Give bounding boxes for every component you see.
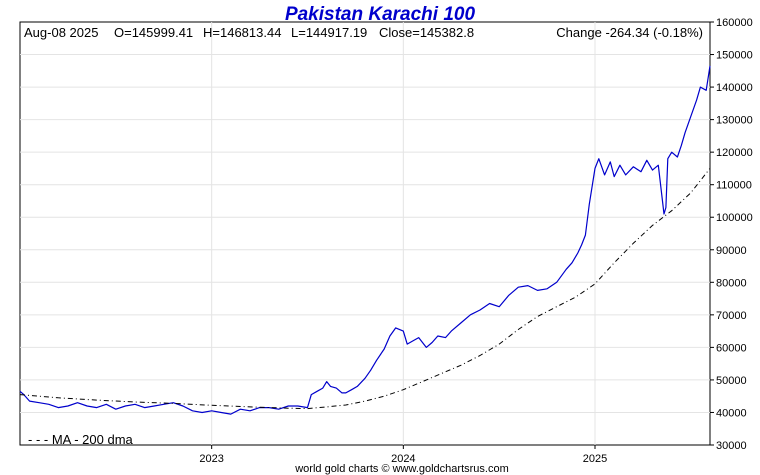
price-series-line — [19, 65, 711, 415]
header-change: Change -264.34 (-0.18%) — [556, 25, 703, 40]
y-tick-label: 100000 — [716, 212, 753, 224]
x-axis: 2023 2024 2025 — [199, 445, 607, 465]
y-tick-label: 130000 — [716, 115, 753, 127]
footer-credit: world gold charts © www.goldchartsrus.co… — [294, 463, 509, 475]
plot-frame — [19, 21, 711, 446]
series-lines — [19, 65, 711, 415]
y-tick-label: 120000 — [716, 147, 753, 159]
y-tick-label: 30000 — [716, 440, 747, 452]
header-high: H=146813.44 — [203, 25, 281, 40]
x-tick-label: 2024 — [391, 453, 415, 465]
chart-title: Pakistan Karachi 100 — [285, 4, 476, 25]
grid-lines — [20, 22, 710, 445]
y-tick-label: 160000 — [716, 17, 753, 29]
x-tick-label: 2023 — [199, 453, 223, 465]
header-low: L=144917.19 — [291, 25, 367, 40]
y-tick-label: 40000 — [716, 407, 747, 419]
y-tick-label: 90000 — [716, 245, 747, 257]
y-tick-label: 150000 — [716, 50, 753, 62]
y-tick-label: 70000 — [716, 310, 747, 322]
header-close: Close=145382.8 — [379, 25, 474, 40]
y-tick-label: 50000 — [716, 375, 747, 387]
header-open: O=145999.41 — [114, 25, 193, 40]
y-tick-label: 60000 — [716, 342, 747, 354]
legend-entry-ma200: - - - MA - 200 dma — [28, 432, 134, 447]
y-tick-label: 80000 — [716, 277, 747, 289]
y-tick-label: 110000 — [716, 180, 752, 192]
header-date: Aug-08 2025 — [24, 25, 98, 40]
y-axis: 30000 40000 50000 60000 70000 80000 90000 10000… — [710, 17, 753, 452]
x-tick-label: 2025 — [583, 453, 607, 465]
ma-200-series-line — [19, 168, 711, 410]
y-tick-label: 140000 — [716, 82, 753, 94]
